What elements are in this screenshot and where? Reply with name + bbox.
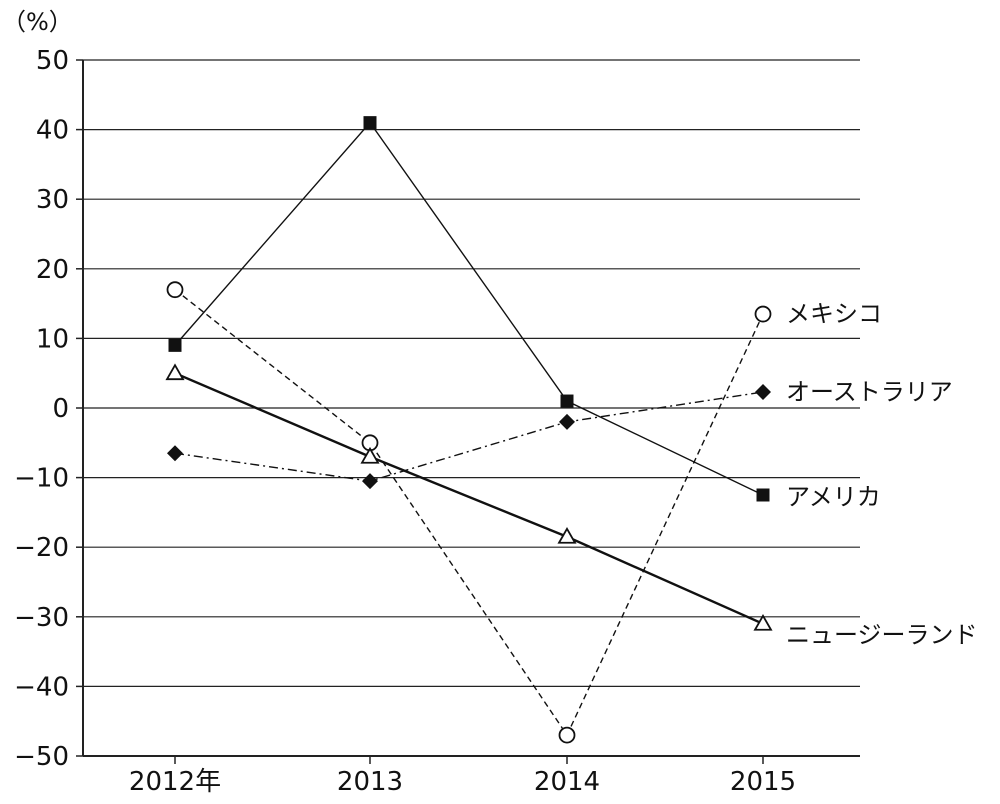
y-tick-label: 0 xyxy=(52,394,69,424)
point-marker xyxy=(165,363,185,381)
point-marker xyxy=(360,446,380,464)
y-tick-label: −30 xyxy=(14,603,69,633)
gridlines xyxy=(83,59,860,757)
point-marker xyxy=(560,394,574,408)
point-marker xyxy=(755,383,771,400)
point-marker xyxy=(167,445,183,462)
point-marker xyxy=(559,413,575,430)
point-marker xyxy=(362,473,378,490)
series-diamond-filled xyxy=(167,383,771,490)
axes xyxy=(76,59,860,764)
point-marker xyxy=(166,281,184,299)
series-square-filled xyxy=(168,116,770,502)
y-tick-label: 10 xyxy=(36,324,69,354)
y-tick-label: −50 xyxy=(14,742,69,772)
x-tick-label: 2013 xyxy=(337,767,403,797)
series-circle-open xyxy=(166,281,772,744)
point-marker xyxy=(363,116,377,130)
point-marker xyxy=(558,726,576,744)
point-marker xyxy=(557,526,577,544)
series-label: ニュージーランド xyxy=(786,621,978,649)
x-tick-labels: 2012年 2013 2014 2015 xyxy=(129,767,796,797)
series-line xyxy=(174,121,764,496)
x-tick-label: 2015 xyxy=(730,767,796,797)
x-tick-label: 2014 xyxy=(534,767,600,797)
point-marker xyxy=(168,338,182,352)
point-marker xyxy=(756,488,770,502)
series-line xyxy=(174,289,764,737)
y-tick-label: 30 xyxy=(36,185,69,215)
series-line xyxy=(174,391,764,482)
series-label: アメリカ xyxy=(786,483,881,511)
y-tick-label: −10 xyxy=(14,464,69,494)
y-tick-label: 40 xyxy=(36,116,69,146)
y-tick-label: 20 xyxy=(36,255,69,285)
series-line xyxy=(174,372,764,625)
y-tick-label: −20 xyxy=(14,533,69,563)
y-tick-label: 50 xyxy=(36,46,69,76)
series-label: オーストラリア xyxy=(786,378,953,406)
series-triangle-open xyxy=(165,363,773,631)
y-tick-labels: 50 40 30 20 10 0 −10 −20 −30 −40 −50 xyxy=(14,46,69,772)
y-tick-label: −40 xyxy=(14,672,69,702)
y-axis-unit-label: （%） xyxy=(2,8,73,36)
point-marker xyxy=(754,305,772,323)
series-group xyxy=(165,116,773,744)
x-tick-label: 2012年 xyxy=(129,767,221,797)
point-marker xyxy=(753,613,773,631)
series-label: メキシコ xyxy=(786,300,882,328)
